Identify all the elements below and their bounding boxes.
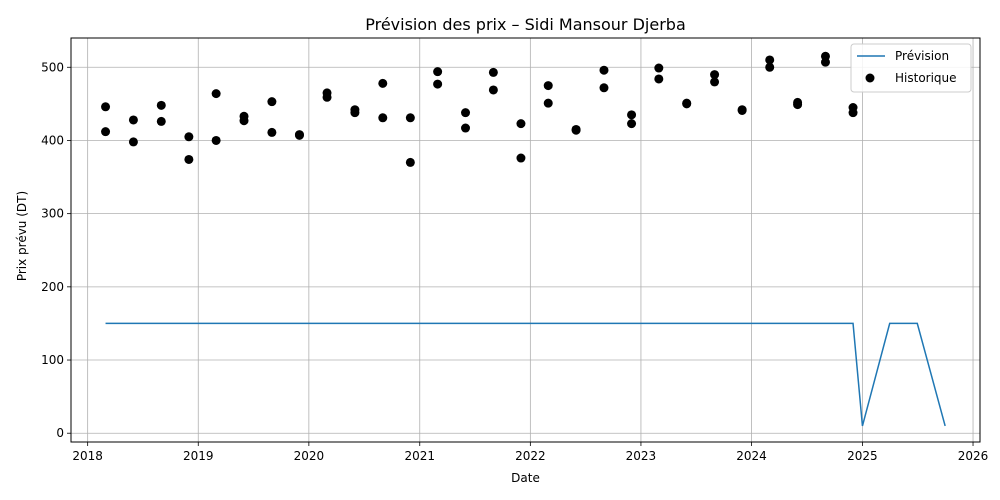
history-point (128, 137, 138, 147)
history-point (627, 119, 637, 129)
history-point (378, 113, 388, 123)
x-tick-label: 2018 (72, 449, 103, 463)
history-point (239, 116, 249, 126)
history-point (599, 65, 609, 75)
history-point (765, 55, 775, 65)
history-point (184, 154, 194, 164)
history-point (488, 67, 498, 77)
legend: Prévision Historique (850, 43, 972, 93)
history-point (543, 81, 553, 91)
history-point (433, 79, 443, 89)
history-point (571, 125, 581, 135)
history-point (654, 74, 664, 84)
history-point (488, 85, 498, 95)
legend-marker-swatch (865, 73, 875, 83)
history-point (599, 83, 609, 93)
y-tick-label: 500 (41, 60, 64, 74)
history-point (101, 102, 111, 112)
history-point (710, 77, 720, 87)
history-point (322, 92, 332, 102)
chart-title: Prévision des prix – Sidi Mansour Djerba (365, 15, 686, 34)
y-tick-label: 300 (41, 207, 64, 221)
x-tick-label: 2024 (736, 449, 767, 463)
history-point (128, 115, 138, 125)
history-point (793, 100, 803, 110)
history-point (184, 132, 194, 142)
legend-label-history: Historique (895, 71, 957, 85)
history-point (461, 123, 471, 133)
history-point (820, 57, 830, 67)
x-tick-label: 2025 (847, 449, 878, 463)
x-tick-label: 2019 (183, 449, 214, 463)
legend-label-forecast: Prévision (895, 49, 949, 63)
history-point (294, 130, 304, 140)
history-point (654, 63, 664, 73)
y-axis-label: Prix prévu (DT) (15, 191, 29, 281)
forecast-line (105, 322, 946, 427)
history-point (101, 127, 111, 137)
y-tick-label: 0 (56, 426, 64, 440)
grid-lines (71, 38, 980, 442)
history-point (461, 108, 471, 118)
y-tick-label: 100 (41, 353, 64, 367)
history-point (211, 135, 221, 145)
history-point (710, 70, 720, 80)
history-point (848, 108, 858, 118)
history-point (267, 97, 277, 107)
axis-ticks: 2018 2019 2020 2021 2022 2023 2024 2025 2026 0 100… (41, 60, 988, 463)
history-point (543, 98, 553, 108)
history-point (682, 99, 692, 109)
history-point (405, 113, 415, 123)
history-point (156, 100, 166, 110)
history-point (405, 157, 415, 167)
history-point (765, 62, 775, 72)
history-point (627, 110, 637, 120)
x-tick-label: 2021 (404, 449, 435, 463)
history-point (211, 89, 221, 99)
history-point (516, 119, 526, 129)
x-tick-label: 2020 (294, 449, 325, 463)
y-tick-label: 200 (41, 280, 64, 294)
x-tick-label: 2023 (626, 449, 657, 463)
axes-frame (70, 37, 981, 443)
history-point (737, 105, 747, 115)
history-point (267, 127, 277, 137)
x-tick-label: 2022 (515, 449, 546, 463)
x-axis-label: Date (511, 471, 540, 485)
history-point (156, 116, 166, 126)
y-tick-label: 400 (41, 133, 64, 147)
history-point (350, 108, 360, 118)
x-tick-label: 2026 (958, 449, 989, 463)
history-point (516, 153, 526, 163)
series-layer (101, 51, 946, 427)
history-point (378, 78, 388, 88)
history-point (433, 67, 443, 77)
